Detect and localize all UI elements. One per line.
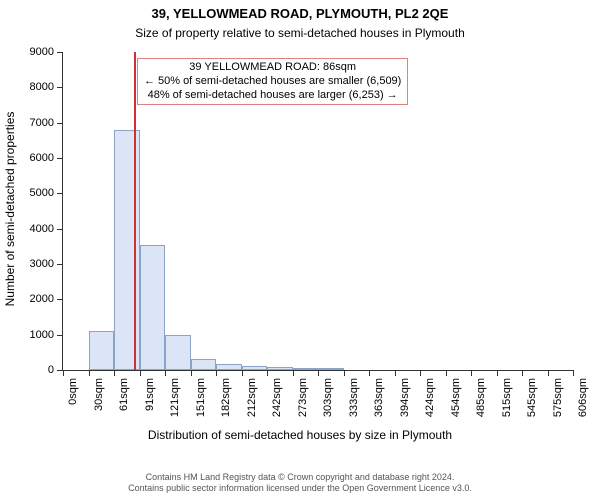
- x-tick: [446, 370, 447, 376]
- y-tick-label: 9000: [30, 46, 54, 58]
- y-tick-label: 0: [48, 364, 54, 376]
- histogram-bar: [293, 368, 319, 370]
- x-tick: [420, 370, 421, 376]
- x-tick-label: 394sqm: [399, 378, 411, 417]
- x-tick-label: 363sqm: [373, 378, 385, 417]
- x-tick: [395, 370, 396, 376]
- x-tick: [114, 370, 115, 376]
- chart-subtitle: Size of property relative to semi-detach…: [0, 26, 600, 40]
- attribution-line-2: Contains public sector information licen…: [0, 483, 600, 494]
- x-tick: [344, 370, 345, 376]
- x-tick: [242, 370, 243, 376]
- x-tick: [140, 370, 141, 376]
- x-tick: [89, 370, 90, 376]
- x-tick: [191, 370, 192, 376]
- histogram-bar: [242, 366, 268, 370]
- x-tick-label: 303sqm: [322, 378, 334, 417]
- annotation-line: 48% of semi-detached houses are larger (…: [144, 89, 401, 103]
- y-tick: [57, 87, 63, 88]
- x-tick: [369, 370, 370, 376]
- x-tick-label: 30sqm: [93, 378, 105, 411]
- x-tick-label: 212sqm: [246, 378, 258, 417]
- property-marker-line: [134, 52, 136, 370]
- histogram-bar: [89, 331, 115, 370]
- x-tick: [63, 370, 64, 376]
- y-tick: [57, 193, 63, 194]
- annotation-box: 39 YELLOWMEAD ROAD: 86sqm← 50% of semi-d…: [137, 58, 408, 105]
- x-tick: [267, 370, 268, 376]
- x-tick-label: 424sqm: [424, 378, 436, 417]
- x-tick: [548, 370, 549, 376]
- x-tick: [165, 370, 166, 376]
- x-axis-label: Distribution of semi-detached houses by …: [0, 428, 600, 442]
- chart-container: { "chart": { "type": "histogram", "title…: [0, 0, 600, 500]
- y-tick-label: 2000: [30, 293, 54, 305]
- x-tick: [471, 370, 472, 376]
- histogram-bar: [318, 368, 344, 370]
- y-tick-label: 4000: [30, 223, 54, 235]
- y-tick: [57, 229, 63, 230]
- x-tick: [293, 370, 294, 376]
- x-tick-label: 242sqm: [271, 378, 283, 417]
- y-tick-label: 7000: [30, 117, 54, 129]
- x-tick-label: 121sqm: [169, 378, 181, 417]
- y-tick: [57, 299, 63, 300]
- attribution-line-1: Contains HM Land Registry data © Crown c…: [0, 472, 600, 483]
- x-tick-label: 485sqm: [475, 378, 487, 417]
- x-tick: [216, 370, 217, 376]
- x-tick-label: 545sqm: [526, 378, 538, 417]
- y-tick: [57, 264, 63, 265]
- histogram-bar: [165, 335, 191, 370]
- x-tick: [573, 370, 574, 376]
- x-tick-label: 151sqm: [195, 378, 207, 417]
- y-tick-label: 8000: [30, 81, 54, 93]
- y-tick: [57, 123, 63, 124]
- x-tick-label: 0sqm: [67, 378, 79, 405]
- x-tick-label: 91sqm: [144, 378, 156, 411]
- histogram-bar: [140, 245, 166, 370]
- x-tick-label: 61sqm: [118, 378, 130, 411]
- y-tick-label: 5000: [30, 187, 54, 199]
- histogram-bar: [267, 367, 293, 370]
- x-tick-label: 273sqm: [297, 378, 309, 417]
- y-tick-label: 6000: [30, 152, 54, 164]
- x-tick-label: 182sqm: [220, 378, 232, 417]
- histogram-bar: [191, 359, 217, 370]
- x-tick-label: 575sqm: [552, 378, 564, 417]
- y-tick: [57, 335, 63, 336]
- x-tick: [318, 370, 319, 376]
- y-tick-label: 1000: [30, 329, 54, 341]
- y-axis-label: Number of semi-detached properties: [3, 109, 17, 309]
- x-tick: [497, 370, 498, 376]
- x-tick: [522, 370, 523, 376]
- x-tick-label: 333sqm: [348, 378, 360, 417]
- chart-title: 39, YELLOWMEAD ROAD, PLYMOUTH, PL2 2QE: [0, 6, 600, 21]
- histogram-bar: [216, 364, 242, 370]
- annotation-line: ← 50% of semi-detached houses are smalle…: [144, 75, 401, 89]
- y-tick: [57, 158, 63, 159]
- annotation-line: 39 YELLOWMEAD ROAD: 86sqm: [144, 61, 401, 75]
- y-tick-label: 3000: [30, 258, 54, 270]
- x-tick-label: 515sqm: [501, 378, 513, 417]
- x-tick-label: 606sqm: [577, 378, 589, 417]
- plot-area: 01000200030004000500060007000800090000sq…: [62, 52, 573, 371]
- x-tick-label: 454sqm: [450, 378, 462, 417]
- attribution: Contains HM Land Registry data © Crown c…: [0, 468, 600, 500]
- y-tick: [57, 52, 63, 53]
